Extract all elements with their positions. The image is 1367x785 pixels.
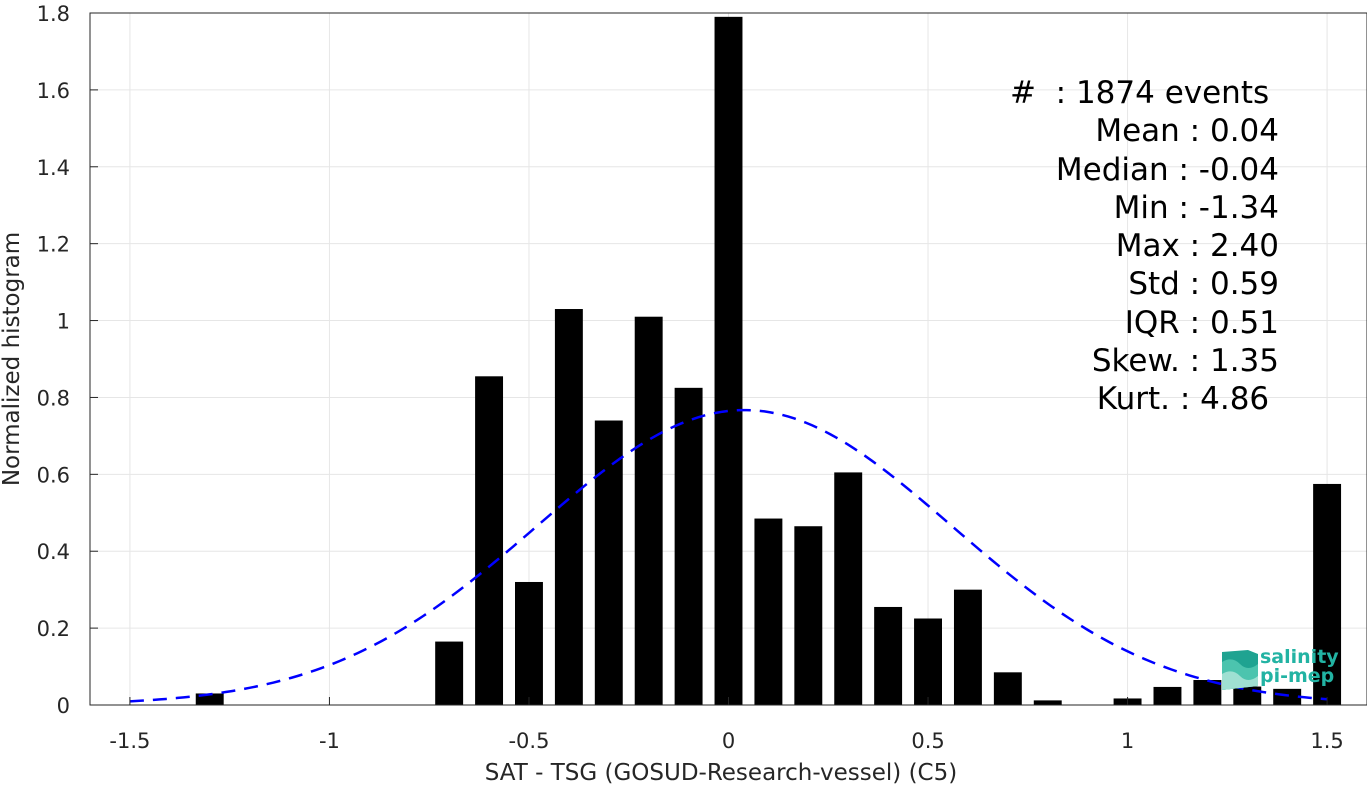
- statistics-box: # : 1874 events Mean : 0.04 Median : -0.…: [1010, 74, 1279, 419]
- x-tick-label: 1.5: [1310, 729, 1343, 753]
- x-tick-label: 0.5: [911, 729, 944, 753]
- salinity-pi-mep-logo: salinity pi-mep: [1218, 646, 1348, 694]
- histogram-bar: [914, 618, 942, 705]
- histogram-bar: [475, 376, 504, 705]
- tick-marks: [90, 12, 1328, 706]
- y-tick-labels: 0 0.2 0.4 0.6 0.8 1 1.2 1.4 1.6 1.8: [37, 2, 70, 718]
- y-tick-label: 0.6: [37, 463, 70, 487]
- stat-iqr: IQR : 0.51: [1124, 304, 1279, 341]
- histogram-bar: [1153, 686, 1182, 705]
- histogram-bar: [1193, 680, 1222, 705]
- stat-max: Max : 2.40: [1115, 228, 1279, 265]
- y-tick-label: 1.6: [37, 79, 70, 103]
- logo-line-2: pi-mep: [1260, 665, 1335, 687]
- x-tick-labels: -1.5 -1 -0.5 0 0.5 1 1.5: [109, 729, 1343, 753]
- y-axis-label: Normalized histogram: [0, 232, 25, 486]
- stat-count: # : 1874 events: [1009, 75, 1279, 111]
- histogram-bar: [435, 641, 464, 705]
- histogram-bar: [1313, 483, 1342, 705]
- x-tick-label: 0: [722, 729, 735, 753]
- logo-wave-icon: [1222, 650, 1258, 690]
- gaussian-fit-curve: [129, 408, 1328, 703]
- x-tick-label: -1: [319, 729, 340, 753]
- histogram-bar: [1273, 688, 1302, 705]
- histogram-bar: [1033, 700, 1062, 705]
- y-tick-label: 0.2: [37, 617, 70, 641]
- bars: [195, 16, 1342, 706]
- histogram-bar: [754, 518, 783, 705]
- y-tick-label: 1: [57, 310, 70, 334]
- x-axis-label: SAT - TSG (GOSUD-Research-vessel) (C5): [485, 760, 957, 785]
- stat-std: Std : 0.59: [1128, 266, 1279, 303]
- histogram-bar: [594, 420, 623, 705]
- histogram-bar: [515, 581, 543, 705]
- y-tick-label: 0.4: [37, 540, 70, 564]
- y-tick-label: 1.4: [37, 156, 70, 180]
- stat-min: Min : -1.34: [1113, 189, 1279, 226]
- y-tick-label: 0.8: [37, 386, 70, 410]
- y-tick-label: 1.8: [37, 2, 70, 26]
- histogram-bar: [953, 589, 982, 705]
- x-tick-label: -1.5: [109, 729, 150, 753]
- histogram-bar: [634, 316, 663, 705]
- histogram-bar: [714, 16, 743, 706]
- y-tick-label: 0: [57, 694, 70, 718]
- logo-text: salinity pi-mep: [1260, 648, 1339, 686]
- histogram-bar: [674, 387, 703, 705]
- histogram-bar: [834, 472, 863, 705]
- stat-skew: Skew. : 1.35: [1091, 343, 1279, 380]
- histogram-bar: [794, 526, 823, 705]
- stat-kurt: Kurt. : 4.86: [1096, 381, 1279, 418]
- logo-line-1: salinity: [1260, 646, 1339, 668]
- histogram-bar: [195, 693, 224, 705]
- stat-median: Median : -0.04: [1055, 151, 1279, 188]
- histogram-bar: [874, 606, 903, 705]
- x-tick-label: 1: [1121, 729, 1134, 753]
- stat-mean: Mean : 0.04: [1095, 113, 1279, 150]
- histogram-bar: [993, 672, 1022, 705]
- y-tick-label: 1.2: [37, 233, 70, 257]
- x-tick-label: -0.5: [508, 729, 549, 753]
